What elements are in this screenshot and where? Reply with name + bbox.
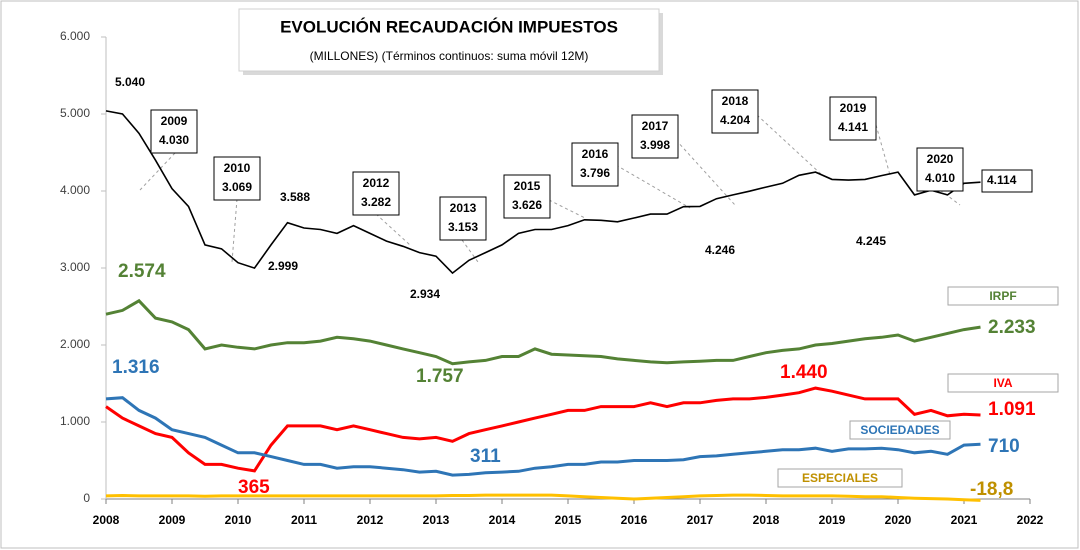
leader-line <box>375 213 411 246</box>
annotation: 2.934 <box>410 287 440 301</box>
leader-line <box>675 139 736 206</box>
y-tick-label: 2.000 <box>60 337 90 351</box>
x-tick-label: 2014 <box>489 513 516 527</box>
x-tick-label: 2016 <box>621 513 648 527</box>
leader-line <box>548 199 586 219</box>
annotation-box-line: 3.282 <box>361 195 391 209</box>
annotation-box <box>439 196 487 241</box>
x-tick-label: 2021 <box>951 513 978 527</box>
annotation-box <box>711 89 759 134</box>
leader-line <box>756 114 823 176</box>
annotation: 4.246 <box>705 243 735 257</box>
leader-line <box>875 124 891 176</box>
annotation-box <box>631 114 679 159</box>
x-tick-label: 2010 <box>225 513 252 527</box>
legend-label: SOCIEDADES <box>860 423 939 437</box>
annotation-box-line: 2019 <box>840 101 867 115</box>
annotation: 5.040 <box>115 75 145 89</box>
y-tick-label: 3.000 <box>60 260 90 274</box>
x-tick-label: 2020 <box>885 513 912 527</box>
x-tick-label: 2022 <box>1017 513 1044 527</box>
annotation: 4.245 <box>856 234 886 248</box>
legend-label: IRPF <box>989 289 1016 303</box>
annotation: 2.999 <box>268 259 298 273</box>
annotation-box <box>829 96 877 141</box>
legend-box <box>849 420 951 440</box>
series-line <box>105 396 981 477</box>
annotation: 1.091 <box>988 399 1036 420</box>
annotation-box-line: 4.204 <box>720 113 750 127</box>
annotation-box <box>213 156 261 201</box>
annotation-box <box>571 142 619 187</box>
x-tick-label: 2008 <box>93 513 120 527</box>
annotation-box <box>503 174 551 219</box>
annotation: 4.114 <box>987 173 1017 187</box>
x-tick-label: 2019 <box>819 513 846 527</box>
annotation-box-line: 2020 <box>927 152 954 166</box>
leader-line <box>231 198 238 263</box>
y-tick-label: 1.000 <box>60 414 90 428</box>
chart-subtitle: (MILLONES) (Términos continuos: suma móv… <box>310 49 589 63</box>
legend-label: IVA <box>993 376 1012 390</box>
x-tick-label: 2012 <box>357 513 384 527</box>
series-line <box>105 298 981 366</box>
annotation-box-line: 2018 <box>722 94 749 108</box>
annotation: 2.574 <box>118 261 166 282</box>
legend-box <box>777 468 903 488</box>
annotation: 710 <box>988 436 1020 457</box>
annotation-box-line: 2010 <box>224 161 251 175</box>
leader-line <box>461 239 479 263</box>
title-box <box>238 8 660 72</box>
y-tick-label: 6.000 <box>60 29 90 43</box>
annotation-box-line: 2016 <box>582 147 609 161</box>
annotation-box-line: 3.796 <box>580 166 610 180</box>
chart-title: EVOLUCIÓN RECAUDACIÓN IMPUESTOS <box>280 17 618 36</box>
annotation-box-line: 4.141 <box>838 120 868 134</box>
annotation-box-line: 3.626 <box>512 198 542 212</box>
annotation: 2.233 <box>988 317 1036 338</box>
series-line <box>105 493 981 502</box>
x-tick-label: 2013 <box>423 513 450 527</box>
legend-label: ESPECIALES <box>802 471 878 485</box>
annotation: 311 <box>470 446 501 467</box>
series-line <box>105 386 981 473</box>
annotation-box-line: 4.010 <box>925 171 955 185</box>
annotation-box <box>981 169 1033 193</box>
x-tick-label: 2018 <box>753 513 780 527</box>
y-tick-label: 0 <box>83 491 90 505</box>
annotation: 365 <box>238 477 270 498</box>
annotation: 1.316 <box>112 357 160 378</box>
annotation-box-line: 3.069 <box>222 180 252 194</box>
legend-box <box>947 373 1059 393</box>
annotation-box <box>352 171 400 216</box>
annotation-box-line: 2017 <box>642 119 669 133</box>
leader-line <box>939 189 961 206</box>
x-tick-label: 2015 <box>555 513 582 527</box>
annotation-box-line: 3.998 <box>640 138 670 152</box>
annotation: -18,8 <box>970 479 1013 500</box>
leader-line <box>615 164 691 209</box>
y-tick-label: 5.000 <box>60 106 90 120</box>
annotation-box-line: 2012 <box>363 176 390 190</box>
annotation-box-line: 2009 <box>161 114 188 128</box>
annotation: 1.440 <box>780 362 828 383</box>
annotation-box <box>916 147 964 192</box>
x-tick-label: 2011 <box>291 513 317 527</box>
annotation-box <box>150 109 198 154</box>
annotation-box-line: 4.030 <box>159 133 189 147</box>
y-tick-label: 4.000 <box>60 183 90 197</box>
legend-box <box>947 286 1059 306</box>
x-tick-label: 2009 <box>159 513 186 527</box>
series-line <box>105 110 981 275</box>
annotation: 1.757 <box>416 366 464 387</box>
x-tick-label: 2017 <box>687 513 714 527</box>
annotation-box-line: 2015 <box>514 179 541 193</box>
leader-line <box>139 152 176 191</box>
annotation-box-line: 2013 <box>450 201 477 215</box>
annotation-box-line: 3.153 <box>448 220 478 234</box>
annotation: 3.588 <box>280 190 310 204</box>
